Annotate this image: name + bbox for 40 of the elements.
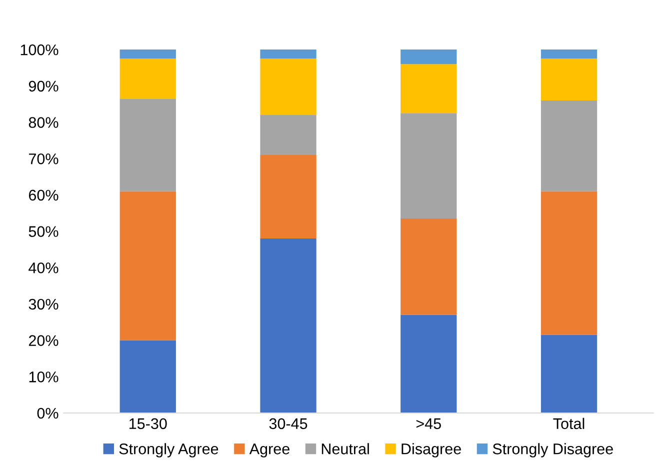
y-tick-label: 20% xyxy=(28,335,58,346)
x-tick-label: 15-30 xyxy=(130,418,167,430)
y-tick-label: 0% xyxy=(37,408,58,419)
bar xyxy=(540,50,598,59)
bar xyxy=(260,50,316,59)
y-tick-label: 90% xyxy=(28,80,58,92)
legend-label: Disagree xyxy=(402,443,461,458)
legend-label: Strongly Agree xyxy=(119,443,218,458)
y-tick-label: 100% xyxy=(20,44,58,56)
bar xyxy=(400,64,457,114)
legend-label: Strongly Disagree xyxy=(492,443,613,458)
bar xyxy=(120,58,176,99)
bar xyxy=(260,58,316,115)
legend-label: Neutral xyxy=(322,443,369,454)
y-tick-label: 80% xyxy=(28,117,58,128)
legend-label: Agree xyxy=(249,444,290,458)
bar xyxy=(120,191,176,340)
bar xyxy=(260,238,316,413)
bar xyxy=(400,218,457,315)
bar xyxy=(400,113,457,219)
bar xyxy=(400,314,457,413)
bar xyxy=(540,100,598,192)
bar xyxy=(260,114,316,155)
bar xyxy=(540,191,598,335)
bar xyxy=(120,340,176,413)
x-tick-label: 30-45 xyxy=(269,418,308,430)
y-tick-label: 10% xyxy=(29,372,58,382)
y-tick-label: 40% xyxy=(28,262,58,274)
bar xyxy=(400,50,457,64)
bar xyxy=(260,154,316,239)
y-tick-label: 30% xyxy=(28,298,58,310)
bar xyxy=(120,98,176,192)
x-tick-label: >45 xyxy=(416,418,441,430)
y-tick-label: 50% xyxy=(28,226,58,237)
y-tick-label: 70% xyxy=(28,153,58,164)
bar xyxy=(540,334,598,413)
bar xyxy=(540,58,598,100)
y-tick-label: 60% xyxy=(28,190,58,201)
x-tick-label: Total xyxy=(553,418,584,430)
bar xyxy=(120,50,176,59)
